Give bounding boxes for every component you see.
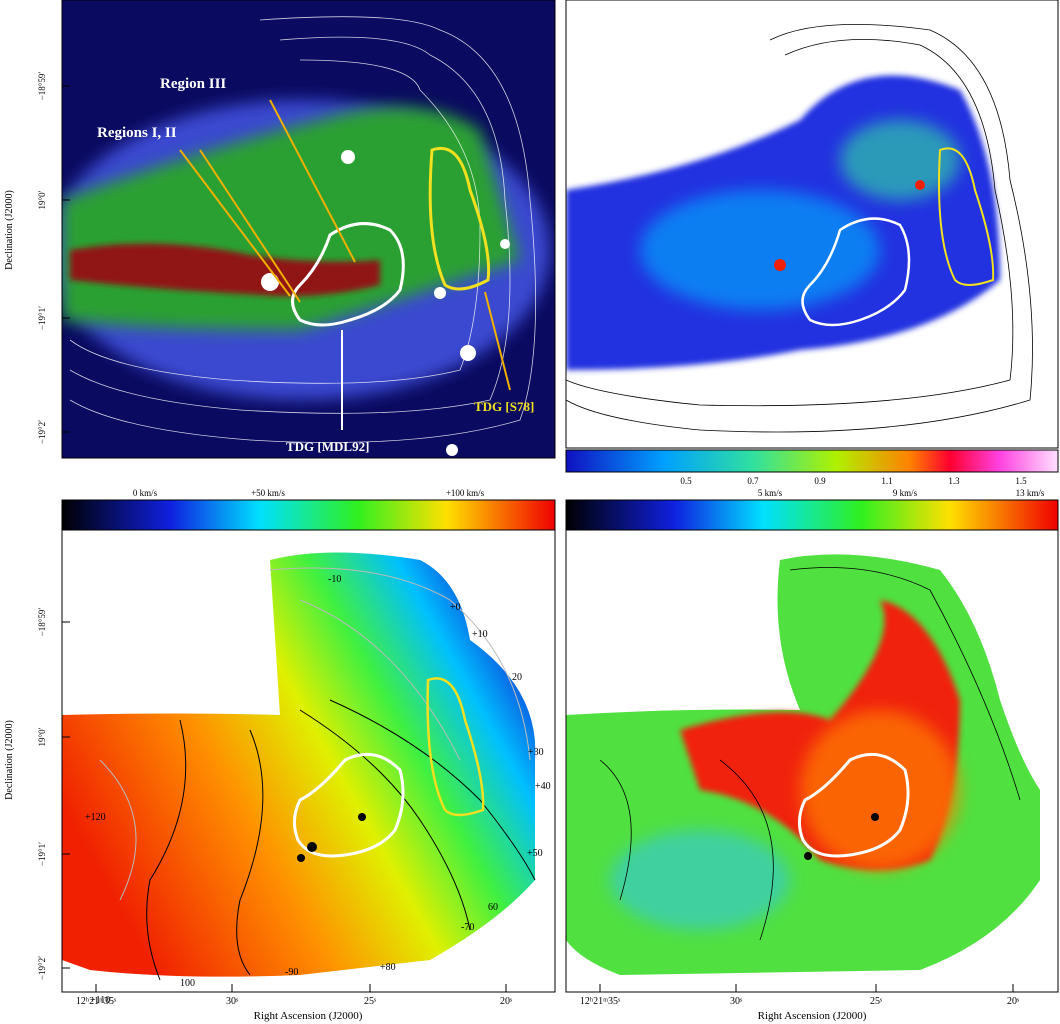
colorbar-label: +50 km/s: [251, 488, 285, 498]
colorbar-ticks: 0 km/s +50 km/s +100 km/s: [133, 488, 485, 498]
x-tick-label: 25ˢ: [870, 996, 882, 1007]
annotation: TDG [S78]: [474, 399, 534, 414]
x-tick-label: 12ʰ21ᵐ35ˢ: [580, 996, 620, 1007]
x-tick-label: 30ˢ: [226, 996, 238, 1007]
y-tick-label: 19°0′: [37, 190, 47, 209]
contour-label: 20: [512, 672, 522, 683]
velocity-field: [62, 552, 536, 981]
contour-labels: -10 +0 +10 20 +30 +40 +50 60 -70 +80 -90 100 +110 +12…: [85, 574, 551, 1006]
contour-label: +10: [472, 629, 488, 640]
colorbar: [565, 499, 1059, 531]
colorbar-label: 0.7: [747, 476, 759, 486]
contour-label: 100: [180, 978, 195, 989]
colorbar-ticks: 0.5 0.7 0.9 1.1 1.3 1.5: [680, 476, 1027, 486]
dispersion-map: [566, 554, 1040, 975]
y-tick-label: −18°59′: [37, 72, 47, 101]
ratio-map: [566, 0, 1058, 448]
contour-label: -70: [461, 922, 474, 933]
contour-label: 60: [488, 902, 498, 913]
x-axis-label: Right Ascension (J2000): [254, 1010, 363, 1022]
annotation: Region III: [160, 76, 226, 92]
frame: [565, 0, 1059, 449]
contour-label: -10: [328, 574, 341, 585]
contour-label: +110: [90, 995, 110, 1006]
x-tick-label: 12ʰ21ᵐ35ˢ: [76, 996, 116, 1007]
contour-label: +120: [85, 812, 106, 823]
frame: [565, 529, 1059, 993]
x-tick-label: 30ˢ: [730, 996, 742, 1007]
annotation: Regions I, II: [97, 125, 177, 141]
colorbar-label: 0 km/s: [133, 488, 158, 498]
contour-label: +80: [380, 962, 396, 973]
frame: [61, 0, 556, 459]
colorbar-ticks: 5 km/s 9 km/s 13 km/s: [758, 488, 1045, 498]
colorbar: [61, 499, 556, 531]
colorbar-label: 1.3: [948, 476, 960, 486]
x-tick-label: 25ˢ: [364, 996, 376, 1007]
y-tick-label: −18°59′: [37, 608, 47, 637]
colorbar-label: 1.5: [1015, 476, 1027, 486]
y-tick-label: −19°1′: [37, 306, 47, 330]
contour-label: +0: [450, 602, 461, 613]
colorbar-label: 5 km/s: [758, 488, 783, 498]
contour-label: +40: [535, 781, 551, 792]
colorbar-label: 0.5: [680, 476, 692, 486]
contour-label: +50: [527, 848, 543, 859]
frame: [61, 529, 556, 993]
colorbar-label: 9 km/s: [893, 488, 918, 498]
x-axis-label: Right Ascension (J2000): [758, 1010, 867, 1022]
optical-image: [62, 0, 555, 458]
colorbar-label: 1.1: [881, 476, 892, 486]
y-tick-label: −19°2′: [37, 420, 47, 444]
x-tick-label: 20ˢ: [500, 996, 512, 1007]
colorbar-label: 13 km/s: [1016, 488, 1045, 498]
contour-label: -90: [285, 967, 298, 978]
colorbar-label: 0.9: [814, 476, 826, 486]
x-tick-label: 20ˢ: [1007, 996, 1019, 1007]
y-tick-label: −19°1′: [37, 842, 47, 866]
y-axis-label: Declination (J2000): [4, 190, 15, 270]
axes: −18°59′ 19°0′ −19°1′ −19°2′ Declination (J20…: [4, 72, 1019, 1022]
y-tick-label: −19°2′: [37, 956, 47, 980]
y-axis-label: Declination (J2000): [4, 720, 15, 800]
contour-label: +30: [528, 747, 544, 758]
annotation: TDG [MDL92]: [286, 439, 369, 454]
y-tick-label: 19°0′: [37, 727, 47, 746]
colorbar: [565, 449, 1059, 473]
colorbar-label: +100 km/s: [446, 488, 485, 498]
